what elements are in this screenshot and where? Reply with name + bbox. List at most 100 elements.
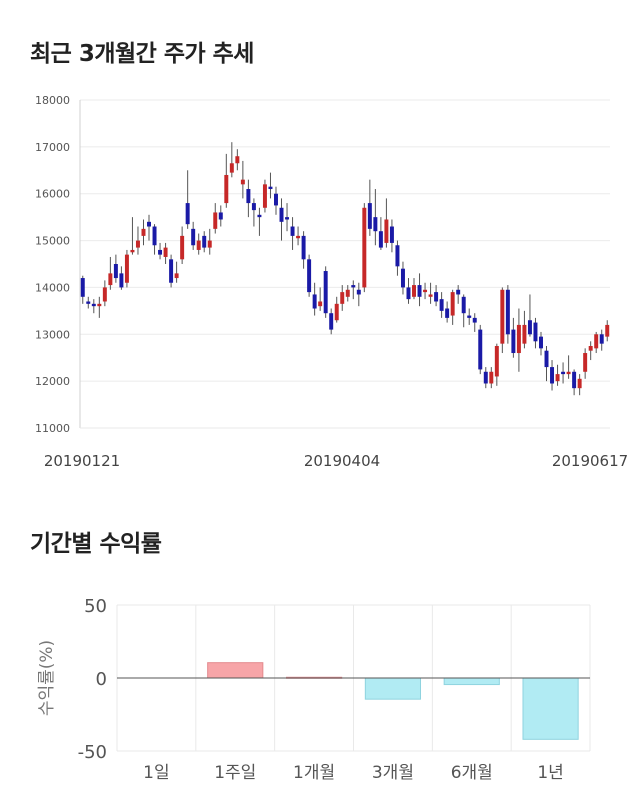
- candle-body: [434, 292, 439, 302]
- candle-body: [180, 235, 185, 260]
- candle-body: [406, 287, 411, 300]
- candle-body: [500, 289, 505, 344]
- candle-body: [561, 371, 566, 375]
- candle-body: [274, 193, 278, 206]
- candle-body: [378, 231, 383, 248]
- candle-body: [191, 228, 196, 246]
- candle-body: [555, 374, 560, 382]
- category-label: 1개월: [293, 763, 335, 783]
- candle-body: [158, 249, 163, 255]
- y-tick-label: 14000: [35, 281, 70, 294]
- candle-body: [307, 259, 312, 293]
- candle-body: [202, 235, 207, 248]
- candle-body: [472, 317, 477, 323]
- candle-body: [185, 203, 190, 225]
- candle-body: [257, 214, 262, 218]
- candle-body: [483, 371, 488, 384]
- candle-body: [312, 294, 317, 309]
- y-tick-label: 16000: [35, 188, 70, 201]
- y-tick-label: 18000: [35, 94, 70, 107]
- candle-body: [318, 301, 323, 307]
- candle-body: [169, 259, 174, 283]
- candle-body: [102, 287, 107, 302]
- candle-body: [539, 336, 543, 349]
- category-label: 6개월: [451, 763, 493, 783]
- candle-body: [367, 203, 372, 229]
- price-trend-title: 최근 3개월간 주가 추세: [30, 41, 254, 67]
- candle-body: [334, 303, 339, 321]
- candle-body: [268, 186, 273, 190]
- candle-body: [345, 289, 350, 297]
- candle-body: [356, 289, 361, 295]
- candle-body: [450, 292, 455, 316]
- candle-body: [594, 334, 599, 349]
- candle-body: [285, 217, 290, 220]
- candle-body: [572, 371, 577, 389]
- y-tick-label: 50: [84, 596, 107, 617]
- candle-body: [163, 247, 168, 257]
- candle-body: [511, 329, 516, 354]
- candle-body: [207, 240, 212, 248]
- candle-body: [384, 219, 389, 243]
- candle-body: [329, 313, 334, 330]
- candle-body: [124, 254, 129, 283]
- candle-body: [544, 350, 549, 368]
- category-label: 1년: [537, 763, 563, 783]
- candle-body: [91, 303, 96, 307]
- candle-body: [395, 245, 400, 267]
- y-tick-label: 0: [96, 669, 107, 690]
- candle-body: [566, 371, 571, 375]
- candle-body: [147, 221, 151, 227]
- candle-body: [583, 353, 588, 372]
- candle-body: [135, 240, 140, 248]
- stock-price-chart: 11000 12000 13000 14000 15000 16000 17000 18000…: [35, 94, 628, 470]
- candle-body: [174, 273, 179, 279]
- return-bar: [443, 677, 500, 686]
- candle-body: [505, 289, 510, 335]
- candle-body: [213, 212, 218, 229]
- candle-body: [152, 226, 157, 246]
- candle-body: [340, 292, 345, 304]
- candle-body: [301, 235, 306, 260]
- candle-body: [296, 235, 301, 239]
- x-date-label: 20190121: [44, 452, 120, 470]
- candle-body: [290, 226, 295, 236]
- candle-body: [279, 207, 284, 222]
- candle-body: [605, 324, 610, 337]
- x-date-label: 20190617: [552, 452, 628, 470]
- candle-body: [599, 334, 604, 344]
- candle-body: [119, 273, 124, 288]
- candle-body: [141, 228, 146, 236]
- candle-body: [478, 329, 483, 370]
- y-tick-label: 11000: [35, 422, 70, 435]
- candle-body: [522, 324, 527, 344]
- candle-body: [235, 156, 240, 164]
- y-tick-label: -50: [78, 742, 107, 763]
- candle-body: [229, 163, 234, 173]
- candle-body: [400, 268, 405, 288]
- candle-body: [516, 324, 521, 354]
- candle-body: [323, 271, 328, 314]
- candle-body: [527, 320, 532, 335]
- candle-body: [251, 203, 256, 211]
- candle-body: [412, 285, 416, 297]
- candle-body: [196, 240, 201, 250]
- candle-body: [439, 299, 444, 311]
- candle-body: [97, 303, 102, 307]
- candle-body: [467, 315, 472, 318]
- y-tick-label: 15000: [35, 235, 70, 248]
- period-returns-title: 기간별 수익률: [30, 531, 162, 557]
- candle-body: [456, 289, 461, 295]
- candle-body: [351, 285, 356, 288]
- candle-body: [428, 294, 433, 297]
- category-label: 1주일: [214, 763, 256, 783]
- x-date-label: 20190404: [304, 452, 380, 470]
- y-tick-label: 13000: [35, 328, 70, 341]
- candle-body: [423, 289, 428, 293]
- candle-body: [240, 179, 245, 185]
- candle-body: [588, 346, 593, 351]
- return-bar: [364, 677, 422, 700]
- candle-body: [533, 322, 538, 342]
- candle-body: [262, 184, 267, 208]
